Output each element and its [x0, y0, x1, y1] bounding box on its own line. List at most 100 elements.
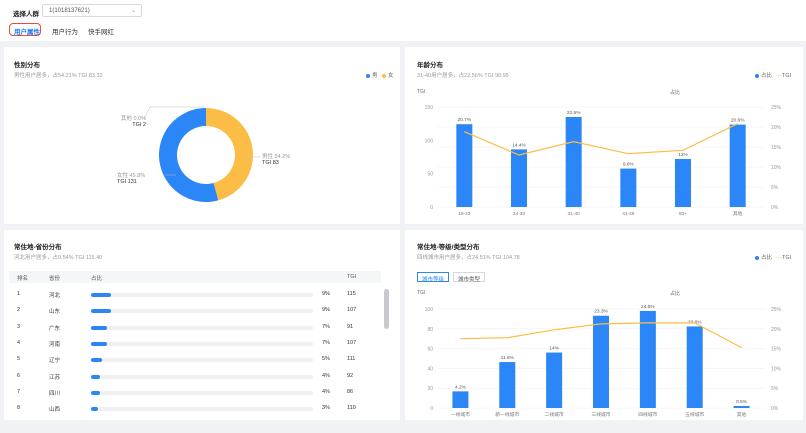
- chevron-down-icon: ⌄: [130, 8, 136, 14]
- city-subtitle: 四线城市用户居多，占24.51% TGI 104.78: [417, 255, 520, 261]
- header-tgi: TGI: [347, 274, 357, 280]
- row-rank: 4: [17, 339, 21, 346]
- x-tick-label: 三线城市: [591, 411, 610, 418]
- left-tick-label: 150: [425, 105, 434, 111]
- x-tick-label: 18-23: [458, 211, 471, 217]
- row-province: 江苏: [49, 374, 61, 381]
- row-tgi: 115: [347, 291, 356, 297]
- row-province: 山东: [49, 309, 61, 316]
- row-ratio-text: 9%: [322, 291, 330, 297]
- x-tick-label: 二线城市: [545, 411, 564, 418]
- right-tick-label: 10%: [771, 165, 782, 171]
- row-ratio-text: 5%: [322, 356, 330, 363]
- row-ratio-fill: [91, 358, 103, 363]
- callout-other: 其他 0.0% TGI 2: [120, 116, 146, 128]
- header-ratio: 占比: [91, 276, 103, 282]
- legend-female: 女: [388, 73, 394, 79]
- bar: [620, 168, 637, 207]
- table-row: 1 河北 9% 115: [9, 287, 381, 303]
- table-row: 8 山西 3% 110: [9, 401, 381, 417]
- table-row: 2 山东 9% 107: [9, 303, 381, 319]
- bar: [546, 352, 563, 408]
- header-province: 省份: [49, 276, 61, 282]
- row-ratio-track: [91, 341, 313, 346]
- legend-ratio: 占比: [761, 255, 773, 261]
- city-level-button[interactable]: 城市等级: [417, 272, 450, 283]
- city-type-button[interactable]: 城市类型: [453, 272, 486, 283]
- table-row: 6 江苏 4% 92: [9, 369, 381, 385]
- gender-subtitle: 男性用户居多，占54.21% TGI 83.32: [14, 73, 103, 79]
- row-ratio-text: 7%: [322, 323, 330, 330]
- row-tgi: 111: [347, 356, 356, 363]
- legend-male: 男: [372, 73, 378, 79]
- crowd-select-value: 1(1018137621): [49, 8, 90, 14]
- right-tick-label: 20%: [771, 327, 782, 333]
- row-province: 四川: [49, 390, 61, 397]
- table-row: 4 河南 7% 107: [9, 336, 381, 352]
- row-ratio-track: [91, 293, 313, 297]
- row-rank: 6: [17, 372, 21, 379]
- age-bar-chart: 25% 20% 15% 10% 5% 0% 150 100 50 0 20.7% 18-23 14.4%…: [425, 105, 782, 217]
- row-tgi: 110: [347, 405, 356, 412]
- age-subtitle: 31-40用户居多，占22.56% TGI 98.95: [417, 73, 509, 79]
- row-tgi: 91: [347, 323, 354, 330]
- tab-kuaishou-influencers[interactable]: 快手网红: [88, 29, 114, 36]
- row-ratio-text: 4%: [322, 372, 330, 379]
- right-tick-label: 10%: [771, 366, 782, 372]
- table-row: 3 广东 7% 91: [9, 320, 381, 336]
- x-tick-label: 41-49: [622, 211, 635, 217]
- right-tick-label: 15%: [771, 347, 782, 353]
- data-label: 0.5%: [736, 399, 748, 405]
- right-tick-label: 5%: [771, 185, 779, 191]
- row-province: 河南: [49, 341, 61, 348]
- row-province: 广东: [49, 325, 61, 332]
- data-label: 22.5%: [567, 110, 581, 116]
- left-tick-label: 60: [427, 347, 433, 353]
- legend-ratio: 占比: [761, 73, 773, 79]
- data-label: 12%: [678, 152, 688, 158]
- bar: [686, 326, 703, 408]
- data-label: 20.7%: [458, 117, 472, 123]
- left-tick-label: 100: [425, 307, 434, 313]
- row-ratio-track: [91, 309, 313, 314]
- data-label: 23.3%: [594, 309, 608, 315]
- age-legend: 占比 —TGI: [755, 71, 791, 79]
- row-ratio-text: 4%: [322, 388, 330, 395]
- callout-male: 男性 54.2% TGI 83: [262, 154, 291, 166]
- donut-slice-2: [159, 108, 219, 202]
- tab-user-attributes[interactable]: 用户属性: [9, 23, 41, 36]
- age-left-axis-title: TGI: [417, 89, 426, 95]
- city-bar-chart: 25% 20% 15% 10% 5% 0% 100 80 60 40 20 0 4.2% 一线城市 11.6…: [425, 304, 782, 418]
- bar: [456, 124, 473, 207]
- left-tick-label: 80: [427, 327, 433, 333]
- legend-dot-female: [382, 73, 387, 78]
- row-ratio-track: [91, 358, 313, 363]
- left-tick-label: 40: [427, 366, 433, 372]
- legend-tgi: TGI: [782, 73, 792, 79]
- crowd-select[interactable]: 1(1018137621) ⌄: [42, 4, 142, 17]
- bar: [729, 124, 746, 207]
- right-tick-label: 5%: [771, 386, 779, 392]
- province-title: 常住地-省份分布: [14, 244, 62, 251]
- row-ratio-text: 9%: [322, 307, 330, 314]
- gender-legend: 男 女: [366, 71, 394, 79]
- tgi-line: [464, 123, 738, 156]
- gender-card: 性别分布 男性用户居多，占54.21% TGI 83.32 男 女 其他 0.0…: [4, 47, 400, 224]
- legend-dot-male: [366, 73, 370, 78]
- bar: [499, 362, 516, 408]
- row-rank: 3: [17, 323, 21, 330]
- row-province: 河北: [49, 293, 61, 299]
- bar: [675, 159, 691, 207]
- x-tick-label: 其他: [737, 411, 747, 418]
- tab-user-behavior[interactable]: 用户行为: [52, 29, 78, 36]
- row-rank: 2: [17, 307, 21, 314]
- row-rank: 5: [17, 356, 21, 363]
- city-legend: 占比 —TGI: [755, 253, 791, 261]
- legend-line-tgi: —: [776, 73, 783, 79]
- row-rank: 7: [17, 388, 21, 395]
- row-tgi: 107: [347, 339, 357, 346]
- row-tgi: 92: [347, 372, 354, 379]
- header-rank: 排名: [17, 276, 29, 282]
- province-table-scrollbar[interactable]: [384, 289, 389, 329]
- tgi-line: [460, 322, 742, 349]
